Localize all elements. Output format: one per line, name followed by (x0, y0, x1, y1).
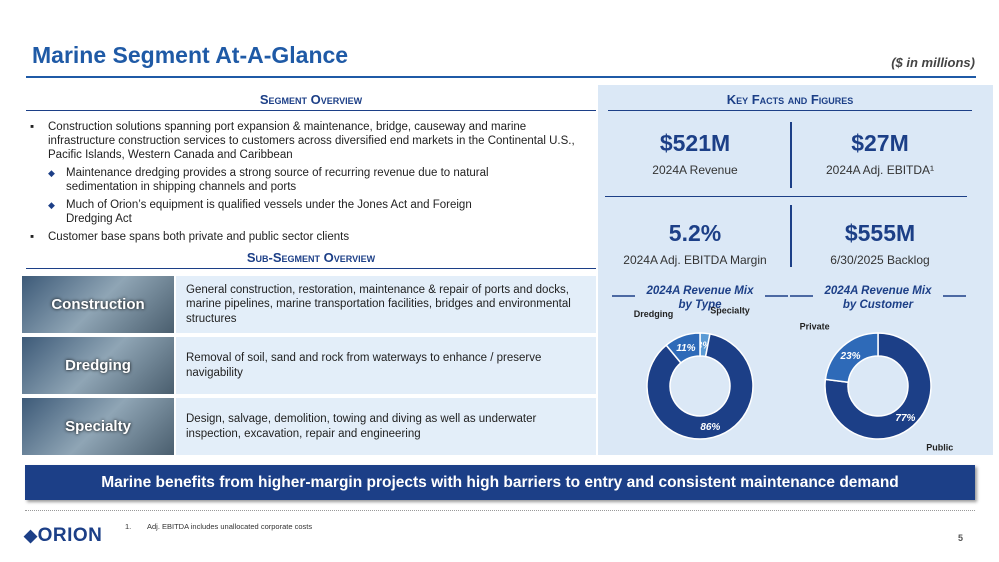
fact: 5.2% 2024A Adj. EBITDA Margin (600, 220, 790, 267)
section-heading: Key Facts and Figures (726, 92, 854, 107)
bullet-text: Customer base spans both private and pub… (48, 231, 350, 243)
divider (790, 205, 792, 267)
bullet-marker: ◆ (48, 200, 55, 210)
sub-bullet: ◆ Maintenance dredging provides a strong … (48, 166, 596, 194)
bullet: ▪ Customer base spans both private and pu… (30, 230, 596, 244)
fact: $555M 6/30/2025 Backlog (785, 220, 975, 267)
fact: $27M 2024A Adj. EBITDA¹ (785, 130, 975, 177)
donut-slice (665, 332, 701, 364)
divider (790, 122, 792, 188)
sub-bullet-text: Much of Orion’s equipment is qualified v… (66, 199, 472, 225)
fact-label: 6/30/2025 Backlog (830, 253, 930, 267)
value-label: 3% (697, 341, 712, 352)
fact: $521M 2024A Revenue (600, 130, 790, 177)
bullet-marker: ◆ (48, 168, 55, 178)
fact-label: 2024A Adj. EBITDA¹ (825, 163, 935, 177)
fact-value: $555M (844, 220, 916, 246)
section-heading: Segment Overview (259, 92, 363, 107)
fact-value: 5.2% (668, 220, 722, 246)
segment-description: Removal of soil, sand and rock from wate… (176, 337, 596, 394)
footer-rule (25, 510, 975, 511)
value-label: 23% (840, 351, 861, 362)
segment-image: Dredging (22, 337, 174, 394)
footnote: Adj. EBITDA includes unallocated corpora… (147, 522, 313, 531)
fact-label: 2024A Adj. EBITDA Margin (623, 253, 767, 267)
slide-title: Marine Segment At-A-Glance (32, 42, 349, 68)
category-label: Public (926, 442, 953, 452)
donut-slice (646, 333, 754, 440)
footnote-number: 1. (125, 522, 132, 531)
title-rule (26, 76, 976, 78)
donut-slice (824, 332, 879, 384)
chart-title: 2024A Revenue Mix by Customer (824, 285, 933, 311)
bullet-text: Construction solutions spanning port exp… (48, 121, 575, 161)
value-label: 11% (676, 343, 695, 354)
logo: ◆ORION (24, 525, 103, 546)
logo-text: ORION (37, 525, 103, 546)
fact-value: $27M (851, 130, 909, 156)
heading-rule (608, 110, 972, 111)
category-label: Dredging (634, 309, 674, 319)
fact-value: $521M (659, 130, 731, 156)
bullet-list: ▪ Construction solutions spanning port ex… (30, 120, 596, 247)
segment-description: Design, salvage, demolition, towing and … (176, 398, 596, 455)
section-heading: Sub-Segment Overview (246, 250, 376, 265)
heading-rule (26, 268, 596, 269)
banner: Marine benefits from higher-margin proje… (25, 465, 975, 500)
category-label: Specialty (710, 305, 750, 315)
fact-label: 2024A Revenue (652, 163, 738, 177)
value-label: 77% (895, 413, 915, 424)
category-label: Private (800, 322, 830, 332)
segment-image: Specialty (22, 398, 174, 455)
segment-description: General construction, restoration, maint… (176, 276, 596, 333)
bullet-marker: ▪ (30, 231, 35, 243)
chart-title: 2024A Revenue Mix by Type (646, 285, 755, 311)
value-label: 86% (700, 422, 720, 433)
page-number: 5 (958, 533, 964, 543)
sub-bullet-text: Maintenance dredging provides a strong s… (66, 167, 489, 193)
units-note: ($ in millions) (891, 55, 975, 70)
segment-image: Construction (22, 276, 174, 333)
divider (605, 196, 967, 197)
bullet-marker: ▪ (30, 121, 35, 133)
sub-bullet: ◆ Much of Orion’s equipment is qualified … (48, 198, 596, 226)
bullet: ▪ Construction solutions spanning port ex… (30, 120, 596, 162)
donut-slice (824, 332, 932, 440)
heading-rule (26, 110, 596, 111)
